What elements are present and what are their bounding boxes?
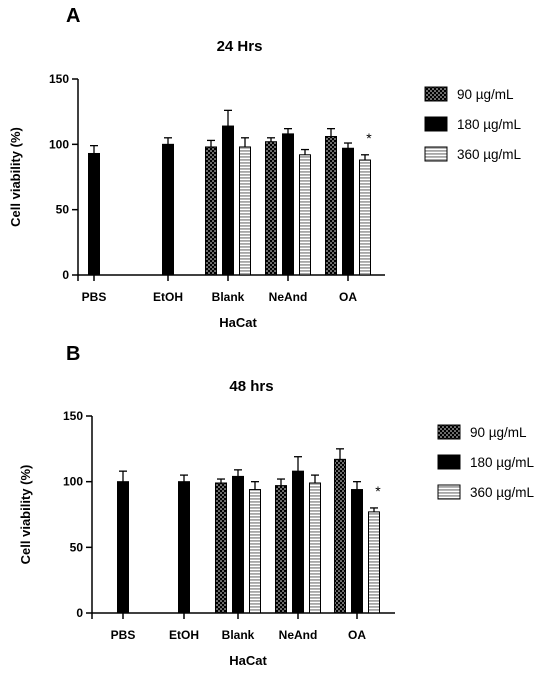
bar-neand-180-g-ml xyxy=(292,470,304,614)
x-tick-label-blank: Blank xyxy=(222,628,255,642)
legend-swatch-360-g-ml xyxy=(437,484,461,500)
bar-blank-180-g-ml xyxy=(232,475,244,614)
significance-marker: * xyxy=(366,130,372,146)
chart-panel-a: A 24 Hrs 0 50 100 150 Cell viability (%) PBS EtO… xyxy=(8,5,522,330)
legend-swatch-180-g-ml xyxy=(437,454,461,470)
legend-label-180-g-ml: 180 µg/mL xyxy=(457,117,522,132)
bar-blank-360-g-ml xyxy=(239,146,251,276)
panel-label-a: A xyxy=(66,5,80,27)
y-tick-label: 0 xyxy=(76,606,83,620)
y-tick-label: 100 xyxy=(49,137,69,151)
significance-marker: * xyxy=(375,483,381,499)
legend-swatch-90-g-ml xyxy=(424,86,448,102)
bar-oa-90-g-ml xyxy=(325,135,337,276)
x-tick-label-etoh: EtOH xyxy=(153,290,183,304)
bar-oa-360-g-ml xyxy=(368,511,380,614)
x-tick-label-etoh: EtOH xyxy=(169,628,199,642)
bar-neand-360-g-ml xyxy=(299,154,311,276)
legend-swatch-360-g-ml xyxy=(424,146,448,162)
bar-pbs-control xyxy=(117,481,129,614)
legend-swatch-180-g-ml xyxy=(424,116,448,132)
legend-swatch-90-g-ml xyxy=(437,424,461,440)
bar-etoh-control xyxy=(162,143,174,276)
panel-label-b: B xyxy=(66,343,80,365)
y-tick-label: 150 xyxy=(63,409,83,423)
bar-neand-90-g-ml xyxy=(275,485,287,614)
chart-title: 24 Hrs xyxy=(217,38,263,55)
chart-title: 48 hrs xyxy=(229,378,273,395)
bar-oa-180-g-ml xyxy=(342,147,354,276)
y-tick-label: 100 xyxy=(63,475,83,489)
x-tick-label-neand: NeAnd xyxy=(269,290,308,304)
x-tick-label-pbs: PBS xyxy=(111,628,136,642)
y-tick-label: 150 xyxy=(49,72,69,86)
x-axis-label: HaCat xyxy=(219,315,257,330)
y-tick-label: 50 xyxy=(56,203,70,217)
bar-blank-90-g-ml xyxy=(205,146,217,276)
x-tick-label-pbs: PBS xyxy=(82,290,107,304)
x-tick-label-neand: NeAnd xyxy=(279,628,318,642)
bar-neand-90-g-ml xyxy=(265,141,277,276)
y-tick-label: 50 xyxy=(70,540,84,554)
bar-etoh-control xyxy=(178,481,190,614)
bar-neand-180-g-ml xyxy=(282,133,294,276)
legend-label-90-g-ml: 90 µg/mL xyxy=(470,425,527,440)
y-axis-label: Cell viability (%) xyxy=(8,127,23,227)
legend-label-360-g-ml: 360 µg/mL xyxy=(457,147,522,162)
bar-blank-90-g-ml xyxy=(215,482,227,614)
bar-blank-360-g-ml xyxy=(249,489,261,614)
bar-oa-180-g-ml xyxy=(351,489,363,614)
bar-oa-360-g-ml xyxy=(359,159,371,276)
bar-neand-360-g-ml xyxy=(309,482,321,614)
x-axis-label: HaCat xyxy=(229,653,267,668)
legend-label-180-g-ml: 180 µg/mL xyxy=(470,455,535,470)
y-axis-label: Cell viability (%) xyxy=(18,465,33,565)
x-tick-label-oa: OA xyxy=(348,628,366,642)
legend-label-360-g-ml: 360 µg/mL xyxy=(470,485,535,500)
y-tick-label: 0 xyxy=(62,268,69,282)
legend-label-90-g-ml: 90 µg/mL xyxy=(457,87,514,102)
x-tick-label-oa: OA xyxy=(339,290,357,304)
bar-oa-90-g-ml xyxy=(334,458,346,614)
x-tick-label-blank: Blank xyxy=(212,290,245,304)
bar-blank-180-g-ml xyxy=(222,125,234,276)
chart-panel-b: B 48 hrs 0 50 100 150 Cell viability (%) PBS EtO… xyxy=(18,343,535,668)
bar-pbs-control xyxy=(88,152,100,276)
